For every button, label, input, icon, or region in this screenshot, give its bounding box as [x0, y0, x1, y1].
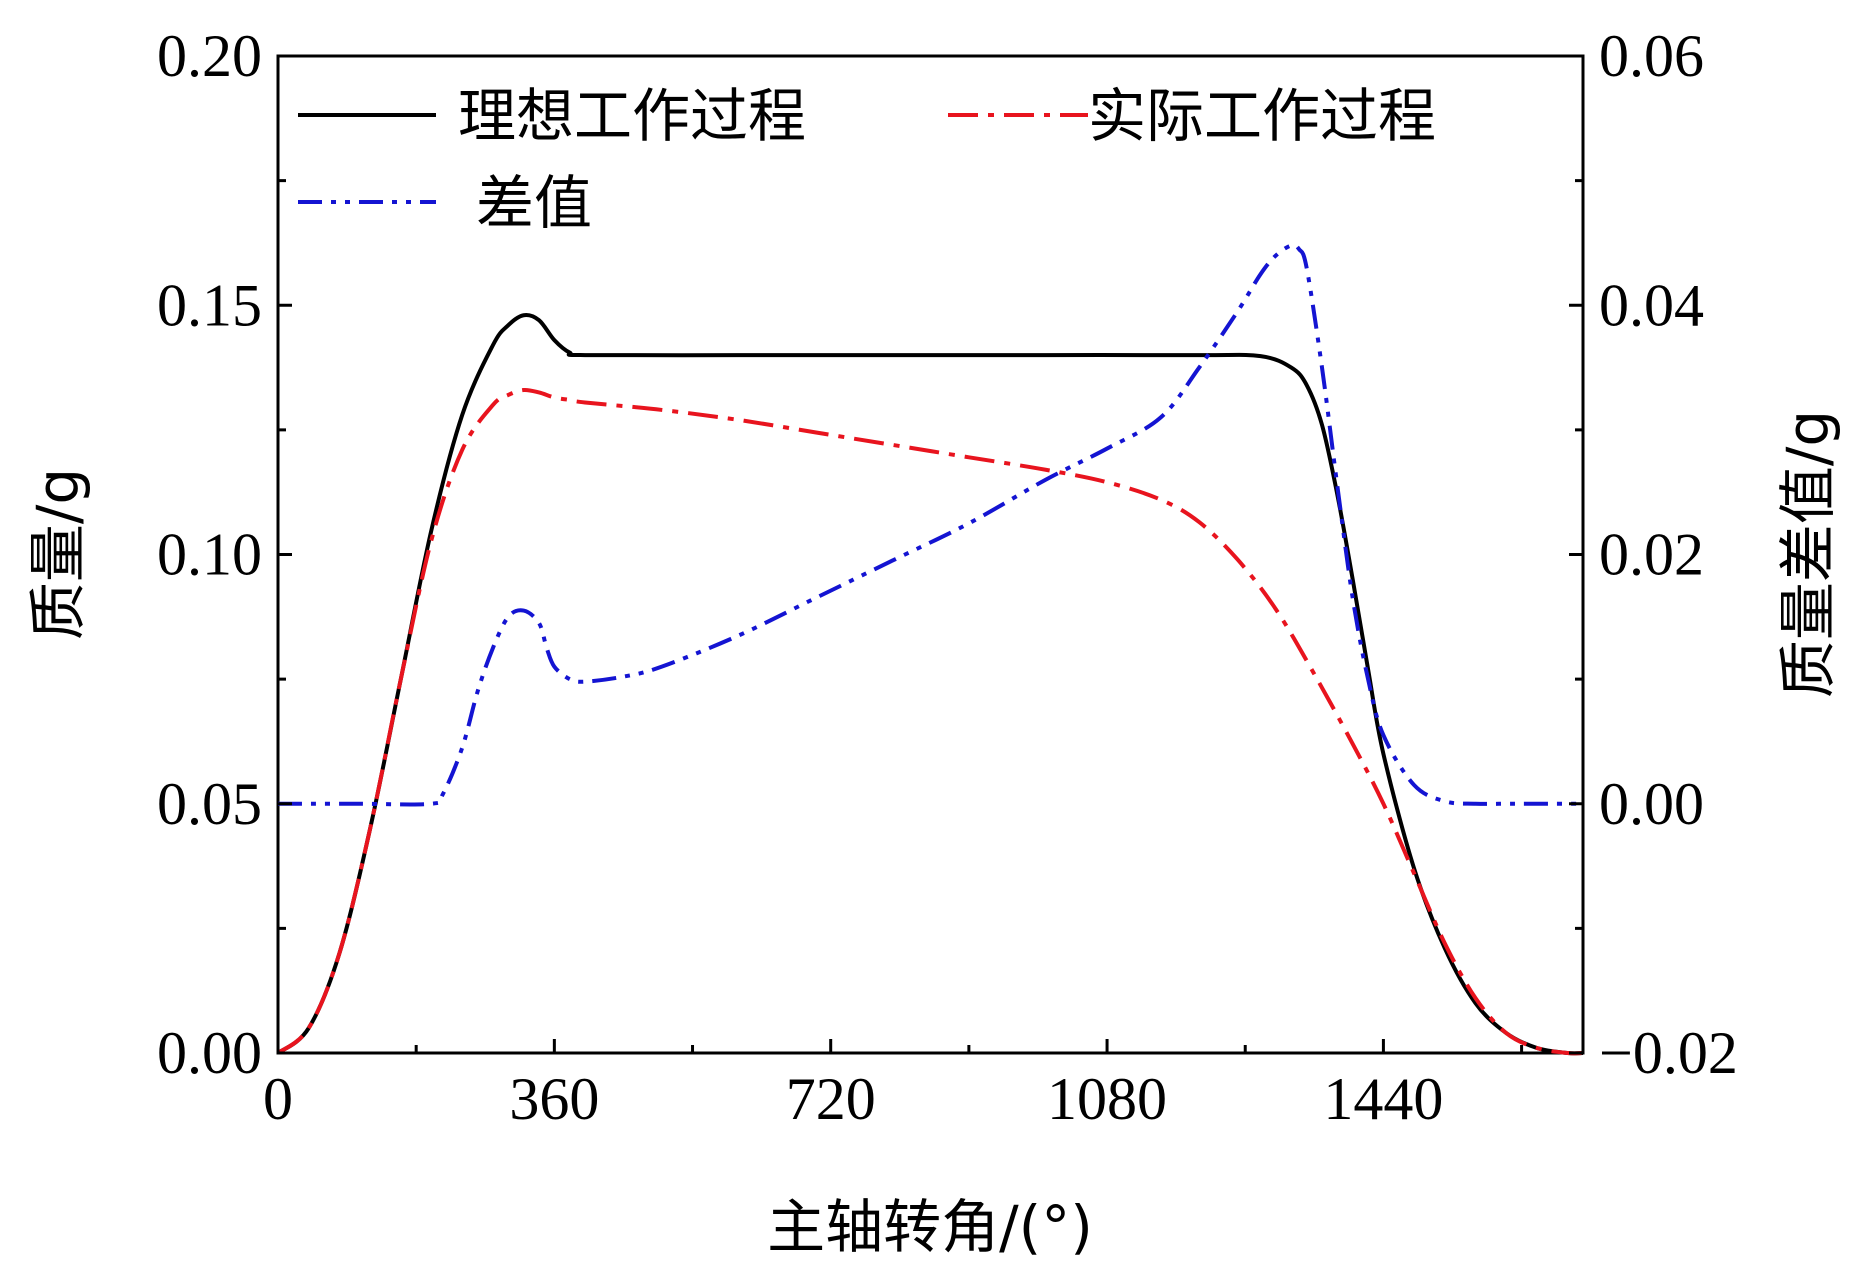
legend-label-diff: 差值	[476, 169, 592, 237]
x-tick-label: 360	[509, 1066, 599, 1132]
x-tick-label: 1440	[1323, 1066, 1443, 1132]
legend: 理想工作过程 实际工作过程 差值	[298, 82, 1436, 237]
legend-label-ideal: 理想工作过程	[458, 82, 806, 150]
x-tick-label: 720	[786, 1066, 876, 1132]
y-right-tick-label: 0.06	[1599, 23, 1704, 89]
y-left-tick-label: 0.05	[157, 771, 262, 837]
x-tick-label: 1080	[1047, 1066, 1167, 1132]
legend-label-actual: 实际工作过程	[1088, 82, 1436, 150]
y-right-tick-label: 0.00	[1599, 771, 1704, 837]
plot-area	[276, 54, 1585, 1055]
series-actual-line	[276, 387, 1584, 1056]
y-right-tick-label: 0.04	[1599, 272, 1704, 338]
y-right-tick-label: 0.02	[1599, 522, 1704, 588]
series-diff-line	[278, 243, 1583, 807]
x-tick-label: 0	[263, 1066, 293, 1132]
y-left-tick-label: 0.10	[157, 522, 262, 588]
y-left-tick-label: 0.00	[157, 1020, 262, 1086]
x-axis-title: 主轴转角/(°)	[767, 1193, 1093, 1261]
y-axis-title-left: 质量/g	[24, 468, 92, 640]
y-left-tick-label: 0.20	[157, 23, 262, 89]
y-left-tick-label: 0.15	[157, 272, 262, 338]
y-axis-title-right: 质量差值/g	[1774, 410, 1842, 698]
y-right-tick-label: −0.02	[1599, 1020, 1738, 1086]
